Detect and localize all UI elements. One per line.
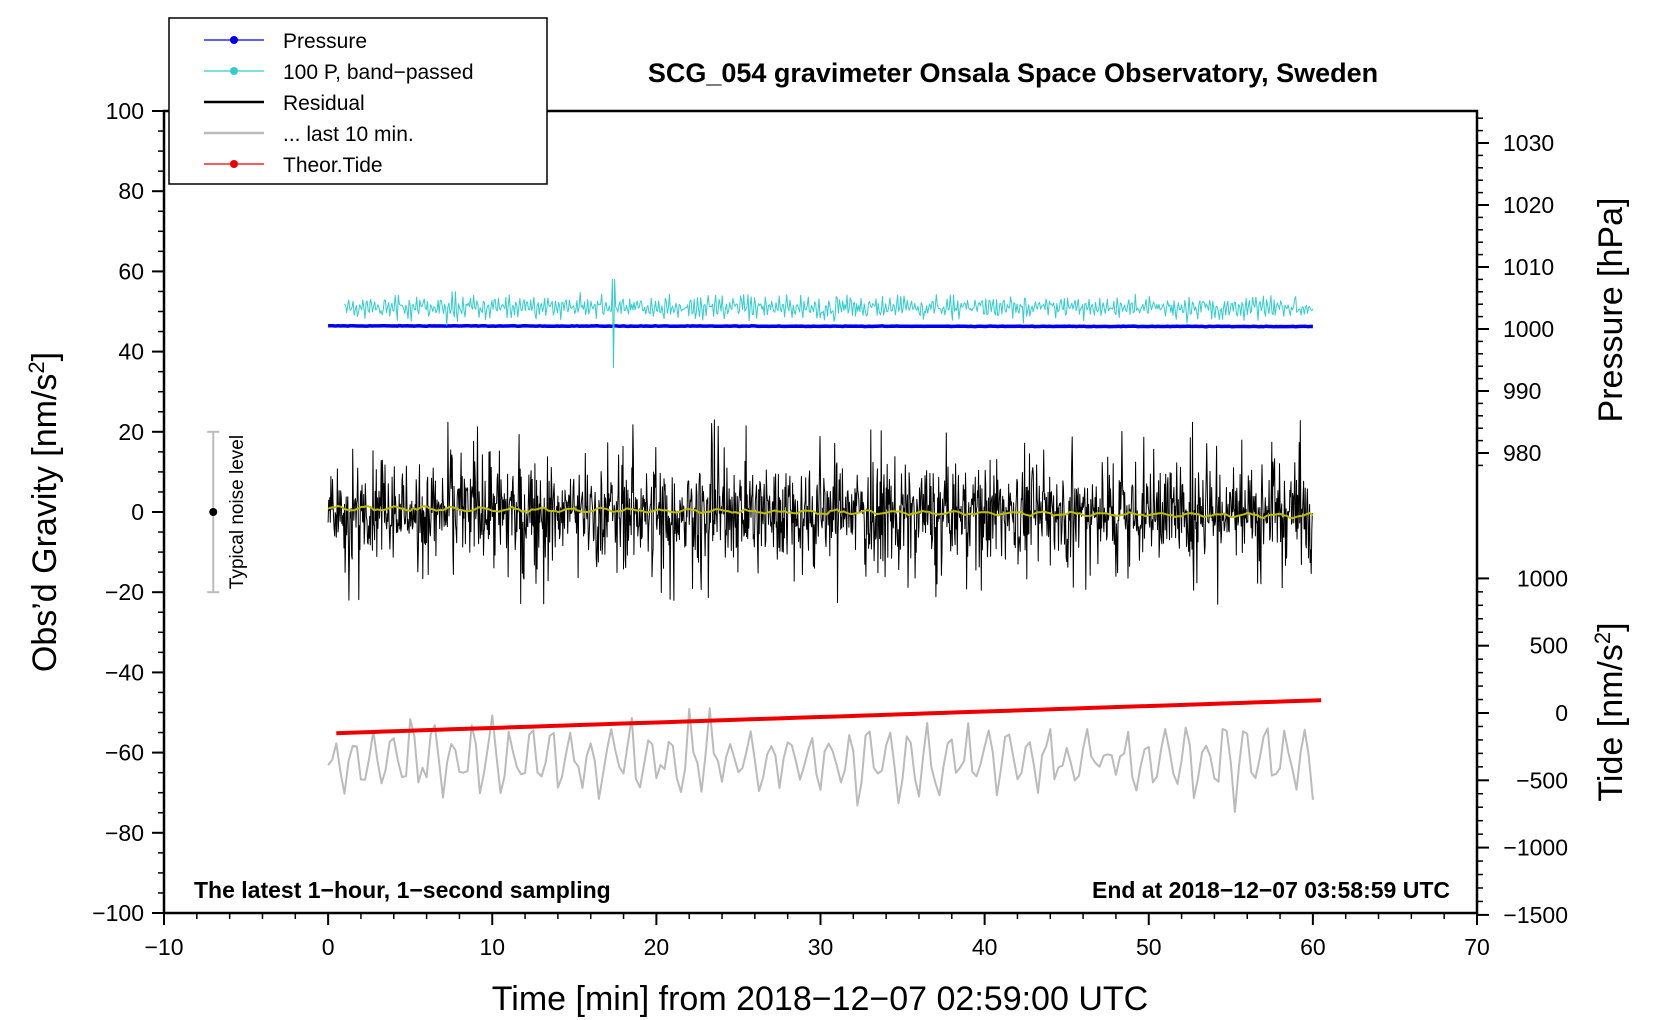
pressure-tick-label: 1020 [1503,192,1554,218]
chart-title: SCG_054 gravimeter Onsala Space Observat… [648,58,1378,88]
y-axis-tide-title: Tide [nm/s2] [1590,622,1631,801]
y-axis-pressure: 980 990 1000 1010 1020 1030 [1477,117,1554,467]
series-theor-tide [336,698,1322,736]
y-tick-label: 100 [106,98,144,124]
x-tick-label: 10 [479,934,505,960]
x-axis: −10 0 10 20 30 40 50 60 70 [144,913,1490,960]
legend-swatch-marker [230,36,238,44]
legend: Pressure 100 P, band−passed Residual ... la… [168,17,548,185]
x-tick-label: 40 [972,934,998,960]
legend-item-theor-tide: Theor.Tide [283,154,383,177]
series-pressure [328,323,1313,329]
y-axis-tide-title-sup: 2 [1590,632,1615,644]
tide-tick-label: −500 [1516,767,1568,793]
pressure-tick-label: 1000 [1503,316,1554,342]
tide-tick-label: −1000 [1503,835,1568,861]
legend-swatch-marker [230,67,238,75]
y-tick-label: 40 [118,339,144,365]
x-tick-label: −10 [144,934,183,960]
noise-bar-center [209,508,218,516]
y-tick-label: 20 [118,419,144,445]
y-axis-pressure-title: Pressure [hPa] [1592,198,1630,423]
y-axis-left: −100 −80 −60 −40 −20 0 20 40 60 80 100 [92,98,164,926]
y-tick-label: −20 [105,579,144,605]
y-tick-label: −40 [105,659,144,685]
legend-swatch-marker [230,160,238,168]
y-tick-label: 80 [118,178,144,204]
legend-item-pressure: Pressure [283,30,367,53]
tide-tick-label: −1500 [1503,902,1568,928]
annotation-end-time: End at 2018−12−07 03:58:59 UTC [1092,877,1450,903]
tide-tick-label: 1000 [1517,565,1568,591]
noise-bar-label: Typical noise level [227,435,248,589]
series-residual [327,419,1314,605]
tide-tick-label: 500 [1530,633,1568,659]
annotation-sampling: The latest 1−hour, 1−second sampling [194,877,611,903]
y-axis-left-title-main: Obs’d Gravity [nm/s [26,374,64,673]
pressure-tick-label: 1030 [1503,130,1554,156]
series-100-p-band-passed [344,278,1314,369]
y-tick-label: −60 [105,740,144,766]
y-tick-label: −100 [92,900,144,926]
y-axis-left-title: Obs’d Gravity [nm/s2] [24,352,65,672]
legend-item-last-10-min: ... last 10 min. [283,123,414,146]
x-tick-label: 50 [1136,934,1162,960]
legend-item-100-p-band-passed: 100 P, band−passed [283,61,474,84]
y-tick-label: 0 [131,499,144,525]
pressure-tick-label: 990 [1503,378,1541,404]
legend-box [168,17,548,185]
y-axis-left-title-sup: 2 [24,361,49,373]
y-tick-label: 60 [118,258,144,284]
x-axis-title: Time [min] from 2018−12−07 02:59:00 UTC [492,980,1148,1018]
y-axis-tide-title-main: Tide [nm/s [1592,644,1630,801]
pressure-tick-label: 980 [1503,440,1541,466]
y-axis-tide-title-close: ] [1592,622,1630,631]
y-axis-tide: −1500 −1000 −500 0 500 1000 [1477,565,1568,928]
x-tick-label: 30 [808,934,834,960]
series-last-10-min [327,707,1314,813]
noise-level-indicator: Typical noise level [207,430,248,594]
y-tick-label: −80 [105,820,144,846]
x-tick-label: 20 [644,934,670,960]
tide-tick-label: 0 [1555,700,1568,726]
series-residual-smoothed [327,505,1314,520]
x-tick-label: 60 [1300,934,1326,960]
x-tick-label: 0 [322,934,335,960]
y-axis-left-title-close: ] [26,352,64,361]
x-tick-label: 70 [1464,934,1490,960]
pressure-tick-label: 1010 [1503,254,1554,280]
legend-item-residual: Residual [283,92,365,115]
series-layer [327,278,1322,813]
